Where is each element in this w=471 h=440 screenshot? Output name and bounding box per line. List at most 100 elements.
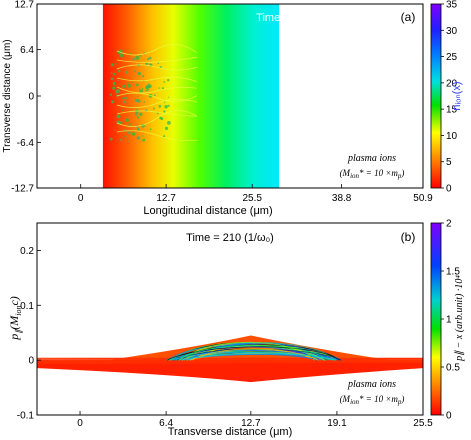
phase-space-trajectory: [171, 352, 334, 361]
filament-line: [116, 86, 197, 94]
colorbar-b: [430, 222, 442, 416]
colorbar-a-tick-label: 15: [446, 105, 458, 116]
filament-line: [116, 98, 198, 108]
legend-b-line1: plasma ions: [347, 379, 396, 390]
filament-dot: [120, 53, 122, 56]
filament-dot: [110, 77, 114, 81]
filament-dot: [125, 70, 129, 74]
filament-dot: [126, 102, 129, 105]
filament-dot: [124, 96, 127, 100]
phase-space-trajectory: [185, 352, 321, 361]
colorbar-a-tick-label: 25: [446, 52, 458, 63]
filament-dot: [117, 69, 121, 73]
filament-dot: [136, 99, 139, 102]
colorbar-a-tick-label: 35: [446, 0, 458, 11]
x-tick-label-b: 19.1: [327, 418, 347, 429]
ion-streak: [36, 359, 424, 361]
filament-dot: [114, 129, 117, 131]
x-ticks-a: 0 12.7 25.5 38.8 50.9: [78, 184, 433, 204]
filament-line: [116, 64, 198, 71]
y-ticks-b: 0.2 0.1 0 -0.1: [17, 246, 41, 422]
panel-label-a: (a): [401, 10, 416, 24]
filament-dot: [142, 138, 146, 142]
filament-dot: [112, 86, 116, 90]
phase-space-trajectory: [190, 348, 319, 361]
filament-dot: [137, 71, 141, 76]
x-ticks-b: 0 6.4 12.7 19.1 25.5: [77, 411, 433, 429]
filament-dot: [134, 70, 137, 73]
filament-dot: [152, 107, 155, 110]
colorbar-a-tick-label: 30: [446, 26, 458, 37]
filament-dot: [127, 131, 131, 135]
filament-dot: [147, 59, 149, 61]
y-tick-label-b: 0.2: [20, 246, 34, 257]
filament-line: [116, 76, 198, 82]
x-tick-label-a: 25.5: [242, 193, 262, 204]
filament-dot: [125, 118, 129, 122]
time-annotation-a: Time = 210 (1/ω₀): [256, 12, 344, 24]
ion-bulk-negative: [37, 360, 423, 383]
filament-dot: [119, 121, 123, 124]
filament-dot: [134, 75, 136, 78]
filament-dot: [145, 62, 149, 66]
colorbar-a: [430, 3, 442, 189]
filament-dot: [167, 79, 170, 82]
panel-a: 0 12.7 25.5 38.8 50.9 12.7 6.4 0 -6.4 -12.7 Time…: [2, 0, 463, 217]
colorbar-a-ticks: 35 30 25 20 15 10 5 0: [441, 0, 458, 195]
phase-space-trajectory: [175, 345, 325, 361]
filament-dot: [117, 114, 121, 118]
filament-dot: [158, 104, 162, 108]
filament-dot: [167, 121, 171, 125]
colorbar-a-label: nᵢₒₙ(x): [451, 81, 463, 110]
filament-dot: [136, 95, 139, 98]
filament-dot: [121, 77, 123, 79]
filament-dot: [139, 89, 143, 93]
filament-dot: [109, 137, 113, 141]
filament-dot: [147, 83, 150, 86]
panel-label-b: (b): [401, 230, 416, 244]
filament-dot: [167, 96, 170, 98]
y-tick-label-a: -6.4: [17, 138, 35, 149]
ion-streak: [36, 360, 424, 363]
filament-dot: [163, 81, 166, 83]
x-tick-label-b: 6.4: [159, 418, 173, 429]
legend-a-line1: plasma ions: [347, 153, 396, 164]
y-ticks-a: 12.7 6.4 0 -6.4 -12.7: [11, 0, 41, 195]
ion-streak: [36, 361, 424, 365]
filament-dot: [128, 123, 131, 126]
colorbar-a-tick-label: 20: [446, 78, 458, 89]
filament-dot: [139, 54, 142, 57]
ion-streak: [36, 361, 424, 364]
filament-dot: [134, 112, 139, 116]
y-tick-label-b: 0: [28, 356, 34, 367]
filament-dot: [130, 52, 132, 55]
ion-phase-space: [36, 335, 424, 383]
panel-b: 0 6.4 12.7 19.1 25.5 0.2 0.1 0 -0.1 Time = 210 …: [7, 219, 465, 439]
filament-dot: [135, 83, 139, 87]
plasma-density-map: [102, 4, 280, 188]
filament-dot: [126, 81, 129, 84]
filament-dot: [124, 135, 127, 138]
filament-dot: [157, 62, 160, 65]
filament-dot: [141, 135, 144, 137]
colorbar-b-ticks: 2 1.5 1 0.5 0: [441, 219, 460, 422]
x-tick-label-a: 12.7: [156, 193, 176, 204]
y-tick-label-b: 0.1: [20, 301, 34, 312]
x-tick-label-b: 0: [77, 418, 83, 429]
filament-line: [116, 110, 197, 117]
density-filaments: [109, 44, 198, 142]
x-tick-label-a: 0: [78, 193, 84, 204]
colorbar-b-label: p∥ − x (arb.unit) ·10⁴: [454, 275, 465, 362]
legend-b-line2: (Mion* = 10 ×mp): [340, 394, 405, 406]
filament-dot: [161, 87, 164, 90]
filament-line: [116, 130, 197, 142]
filament-dot: [164, 105, 168, 109]
filament-dot: [115, 63, 117, 65]
filament-dot: [167, 104, 170, 107]
filament-dot: [119, 138, 123, 141]
filament-dot: [149, 128, 152, 131]
phase-space-trajectory: [167, 346, 341, 361]
colorbar-a-tick-label: 5: [446, 157, 452, 168]
x-tick-label-b: 12.7: [241, 418, 261, 429]
filament-dot: [113, 72, 116, 76]
